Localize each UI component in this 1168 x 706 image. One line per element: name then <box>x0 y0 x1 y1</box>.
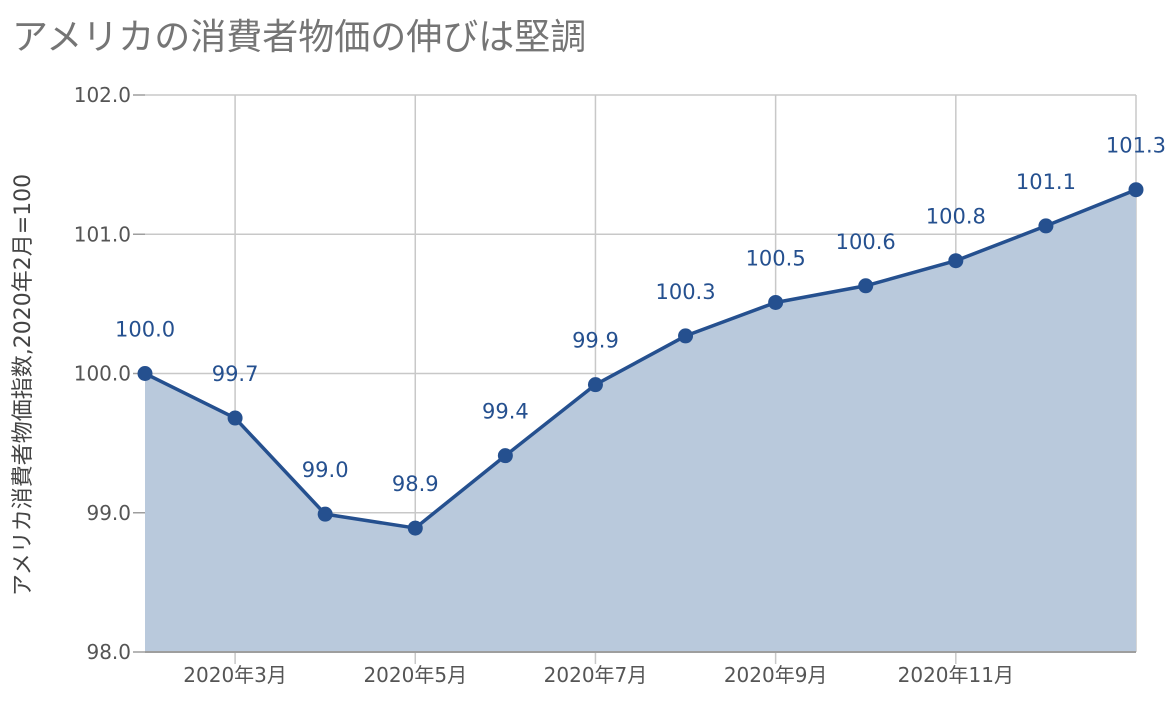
area-fill <box>145 189 1136 652</box>
x-tick-label: 2020年11月 <box>898 663 1014 687</box>
data-point <box>497 448 513 464</box>
x-tick-label: 2020年9月 <box>724 663 828 687</box>
data-point <box>1038 218 1054 234</box>
data-point <box>407 520 423 536</box>
data-label: 100.6 <box>836 230 896 254</box>
series-line <box>144 188 1137 530</box>
data-label: 100.5 <box>746 246 806 270</box>
data-label: 99.9 <box>572 329 619 353</box>
data-point <box>858 278 874 294</box>
y-tick-label: 98.0 <box>86 640 131 664</box>
data-point <box>1128 182 1144 198</box>
chart-title: アメリカの消費者物価の伸びは堅調 <box>12 17 587 58</box>
data-point <box>317 506 333 522</box>
data-label: 98.9 <box>392 472 439 496</box>
data-label: 99.4 <box>482 400 529 424</box>
x-tick-labels: 2020年3月 2020年5月 2020年7月 2020年9月 2020年11月 <box>183 663 1014 687</box>
data-point <box>678 328 694 344</box>
data-label: 99.7 <box>212 362 259 386</box>
data-label: 101.3 <box>1106 134 1166 158</box>
x-tick-label: 2020年5月 <box>363 663 467 687</box>
y-tick-label: 99.0 <box>86 501 131 525</box>
y-tick-label: 101.0 <box>74 222 131 246</box>
data-label: 99.0 <box>302 458 349 482</box>
data-point <box>587 377 603 393</box>
data-points <box>137 182 1144 536</box>
x-tick-label: 2020年7月 <box>544 663 648 687</box>
data-point <box>768 294 784 310</box>
y-tick-label: 102.0 <box>74 83 131 107</box>
data-point <box>948 253 964 269</box>
y-tick-label: 100.0 <box>74 362 131 386</box>
data-label: 100.0 <box>115 318 175 342</box>
data-point <box>227 410 243 426</box>
data-label: 100.3 <box>655 280 715 304</box>
data-point <box>137 366 153 381</box>
data-label: 101.1 <box>1016 170 1076 194</box>
y-tick-labels: 98.0 99.0 100.0 101.0 102.0 <box>74 83 131 664</box>
data-label: 100.8 <box>926 205 986 229</box>
x-tick-label: 2020年3月 <box>183 663 287 687</box>
data-labels: 100.0 99.7 99.0 98.9 99.4 99.9 100.3 100.5 100.6… <box>115 134 1166 496</box>
